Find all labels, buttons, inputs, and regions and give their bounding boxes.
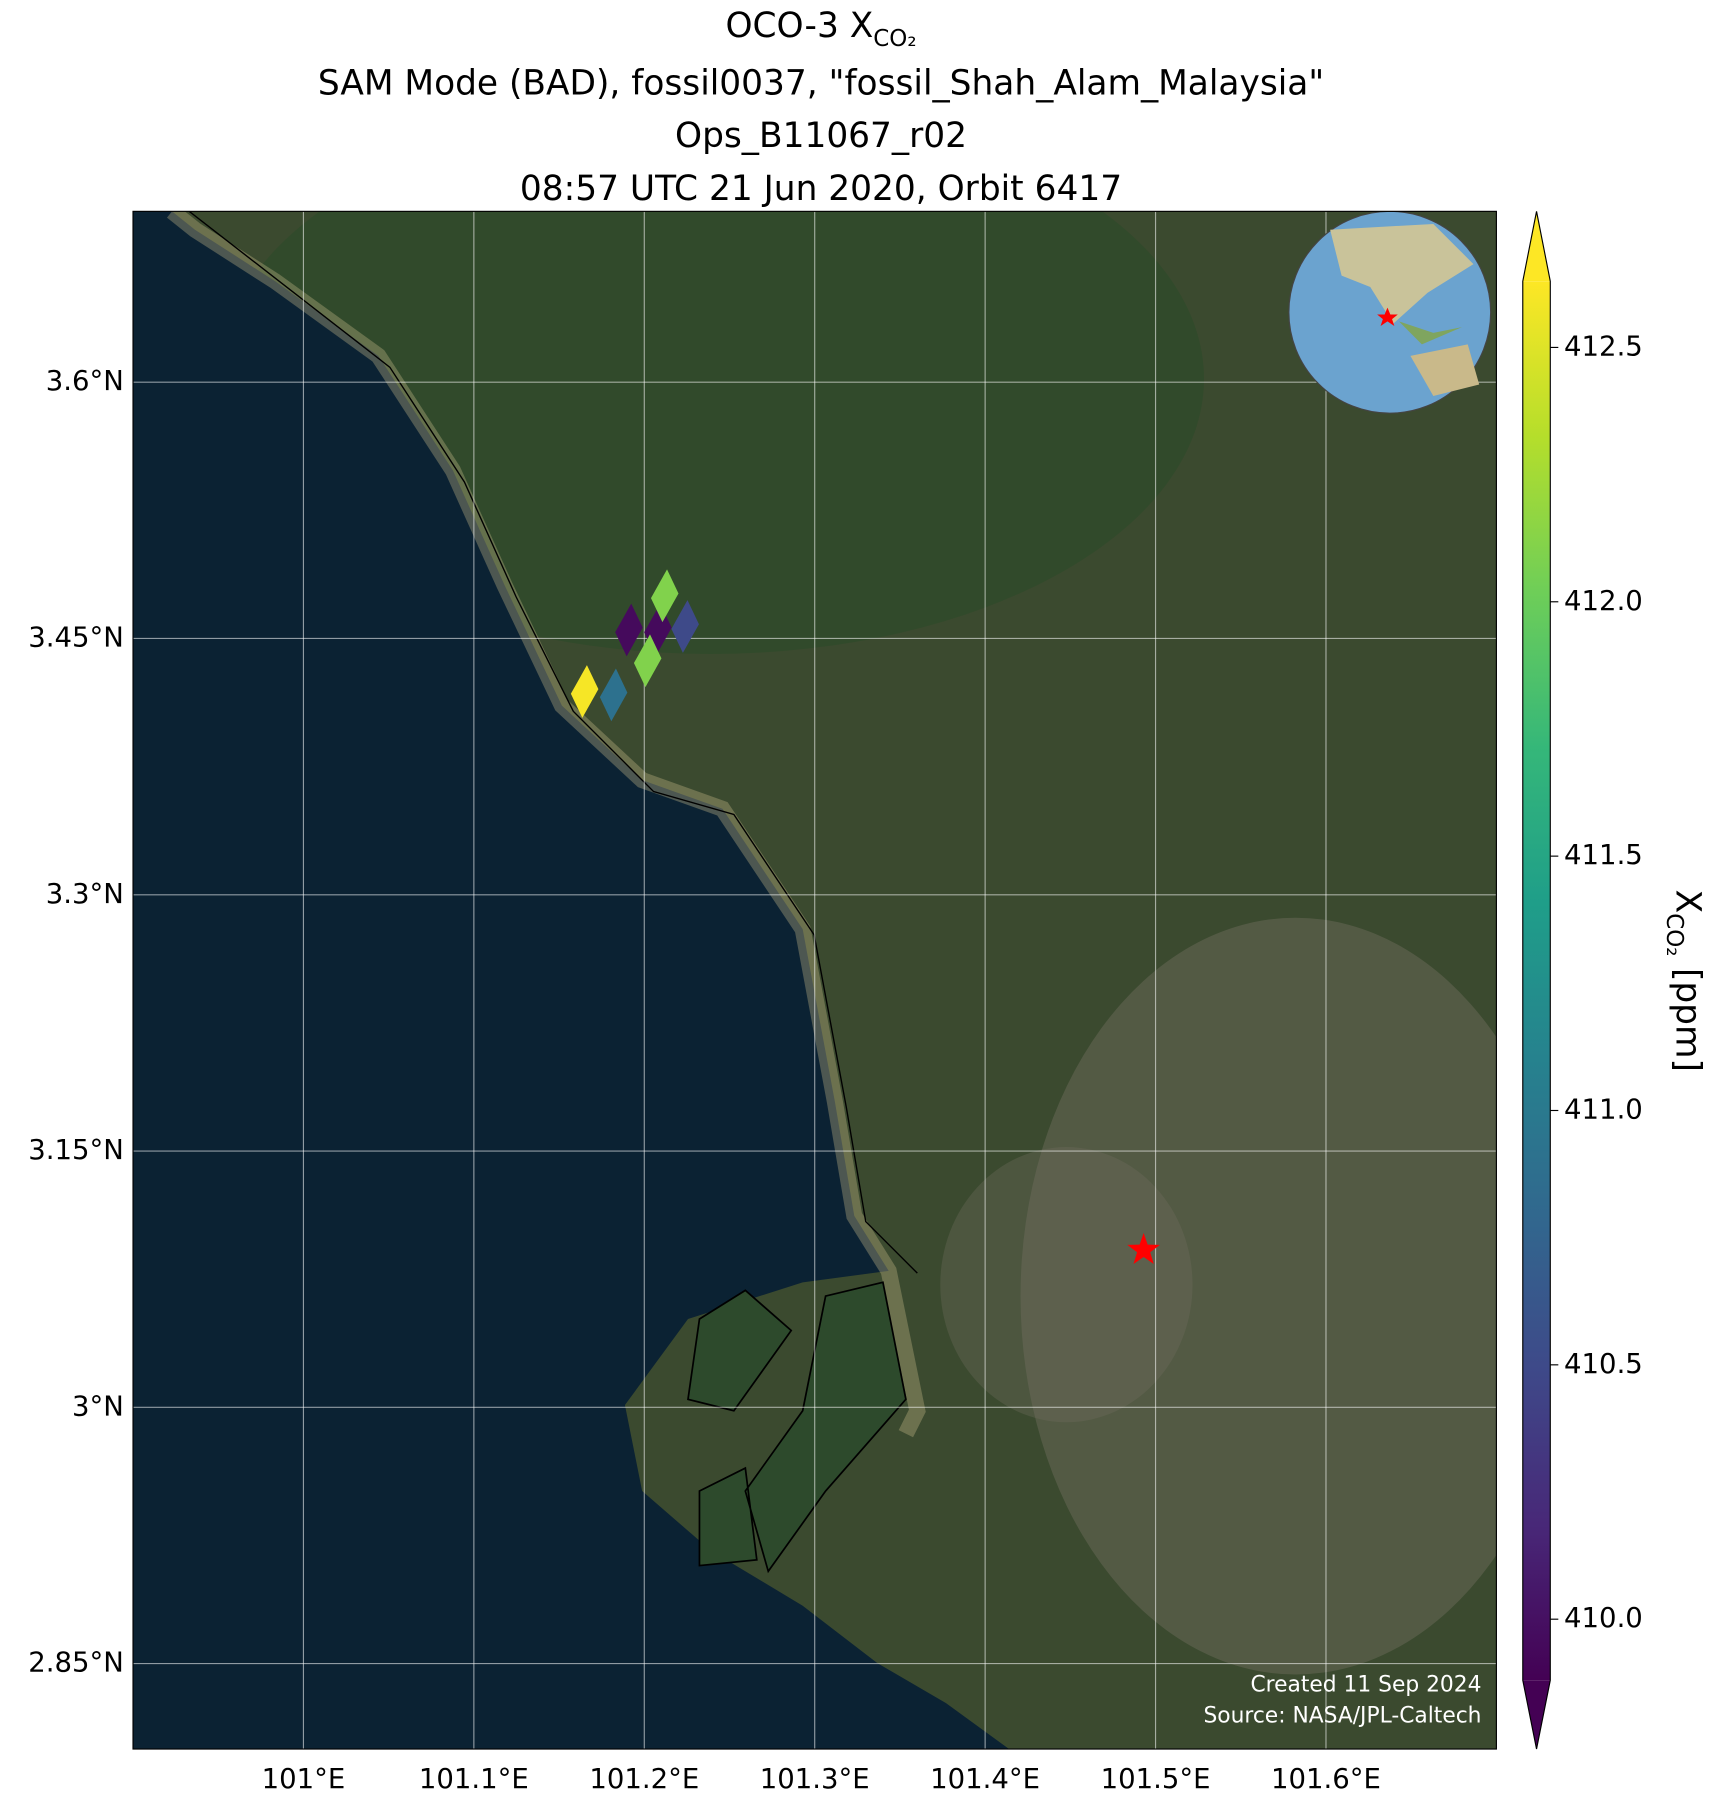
colorbar-tick-label: 411.5	[1564, 839, 1643, 871]
x-tick-label: 101.4°E	[930, 1763, 1040, 1795]
subtitle: Ops_B11067_r02	[675, 116, 967, 156]
colorbar-extend-min	[1522, 1680, 1551, 1750]
colorbar-label: XCO₂ [ppm]	[1661, 890, 1707, 1072]
sea	[133, 211, 1010, 1750]
globe-inset	[1288, 211, 1492, 414]
globe-marker	[1377, 307, 1398, 327]
colorbar-tick-label: 410.5	[1564, 1348, 1643, 1380]
annotation: Source: NASA/JPL-Caltech	[1203, 1704, 1481, 1729]
colorbar-label-main: X	[1667, 890, 1707, 914]
y-tick-label: 3.45°N	[28, 621, 124, 653]
footprint	[671, 600, 699, 653]
subtitle: SAM Mode (BAD), fossil0037, "fossil_Shah…	[318, 63, 1324, 103]
y-tick-label: 3.15°N	[28, 1134, 124, 1166]
y-tick-label: 2.85°N	[28, 1647, 124, 1679]
x-tick-label: 101.3°E	[760, 1763, 870, 1795]
footprint	[570, 665, 599, 718]
colorbar-tick-label: 411.0	[1564, 1093, 1643, 1125]
colorbar	[1522, 281, 1551, 1681]
title-sub: CO₂	[873, 26, 916, 52]
colorbar-tick-label: 410.0	[1564, 1602, 1643, 1634]
urban	[1020, 917, 1497, 1675]
globe-land	[1410, 344, 1480, 396]
colorbar-tick-label: 412.5	[1564, 330, 1643, 362]
footprint	[615, 603, 643, 657]
globe-land	[1330, 223, 1474, 324]
urban	[940, 1147, 1193, 1423]
y-tick-label: 3.3°N	[46, 878, 124, 910]
title: OCO-3 XCO₂	[725, 6, 916, 52]
footprint	[633, 634, 662, 688]
colorbar-extend-max	[1522, 211, 1551, 282]
title-main: OCO-3 X	[725, 6, 873, 46]
colorbar-label-unit: [ppm]	[1667, 968, 1707, 1072]
annotation: Created 11 Sep 2024	[1250, 1673, 1481, 1698]
colorbar-tick-label: 412.0	[1564, 585, 1643, 617]
y-tick-label: 3.6°N	[46, 365, 124, 397]
x-tick-label: 101°E	[262, 1763, 346, 1795]
map	[133, 211, 1497, 1750]
target-marker	[1127, 1232, 1160, 1265]
globe-land	[1398, 321, 1462, 345]
colorbar-label-sub: CO₂	[1661, 913, 1687, 956]
map-frame	[132, 210, 1497, 1750]
x-tick-label: 101.1°E	[419, 1763, 529, 1795]
subtitle: 08:57 UTC 21 Jun 2020, Orbit 6417	[520, 169, 1122, 209]
colorbar-frame	[1522, 211, 1551, 1750]
islands	[687, 1281, 907, 1574]
x-tick-label: 101.2°E	[589, 1763, 699, 1795]
footprint	[599, 668, 628, 722]
footprint	[650, 569, 679, 623]
y-tick-label: 3°N	[72, 1390, 124, 1422]
x-tick-label: 101.5°E	[1101, 1763, 1211, 1795]
coastline	[188, 211, 918, 1274]
x-tick-label: 101.6°E	[1271, 1763, 1381, 1795]
